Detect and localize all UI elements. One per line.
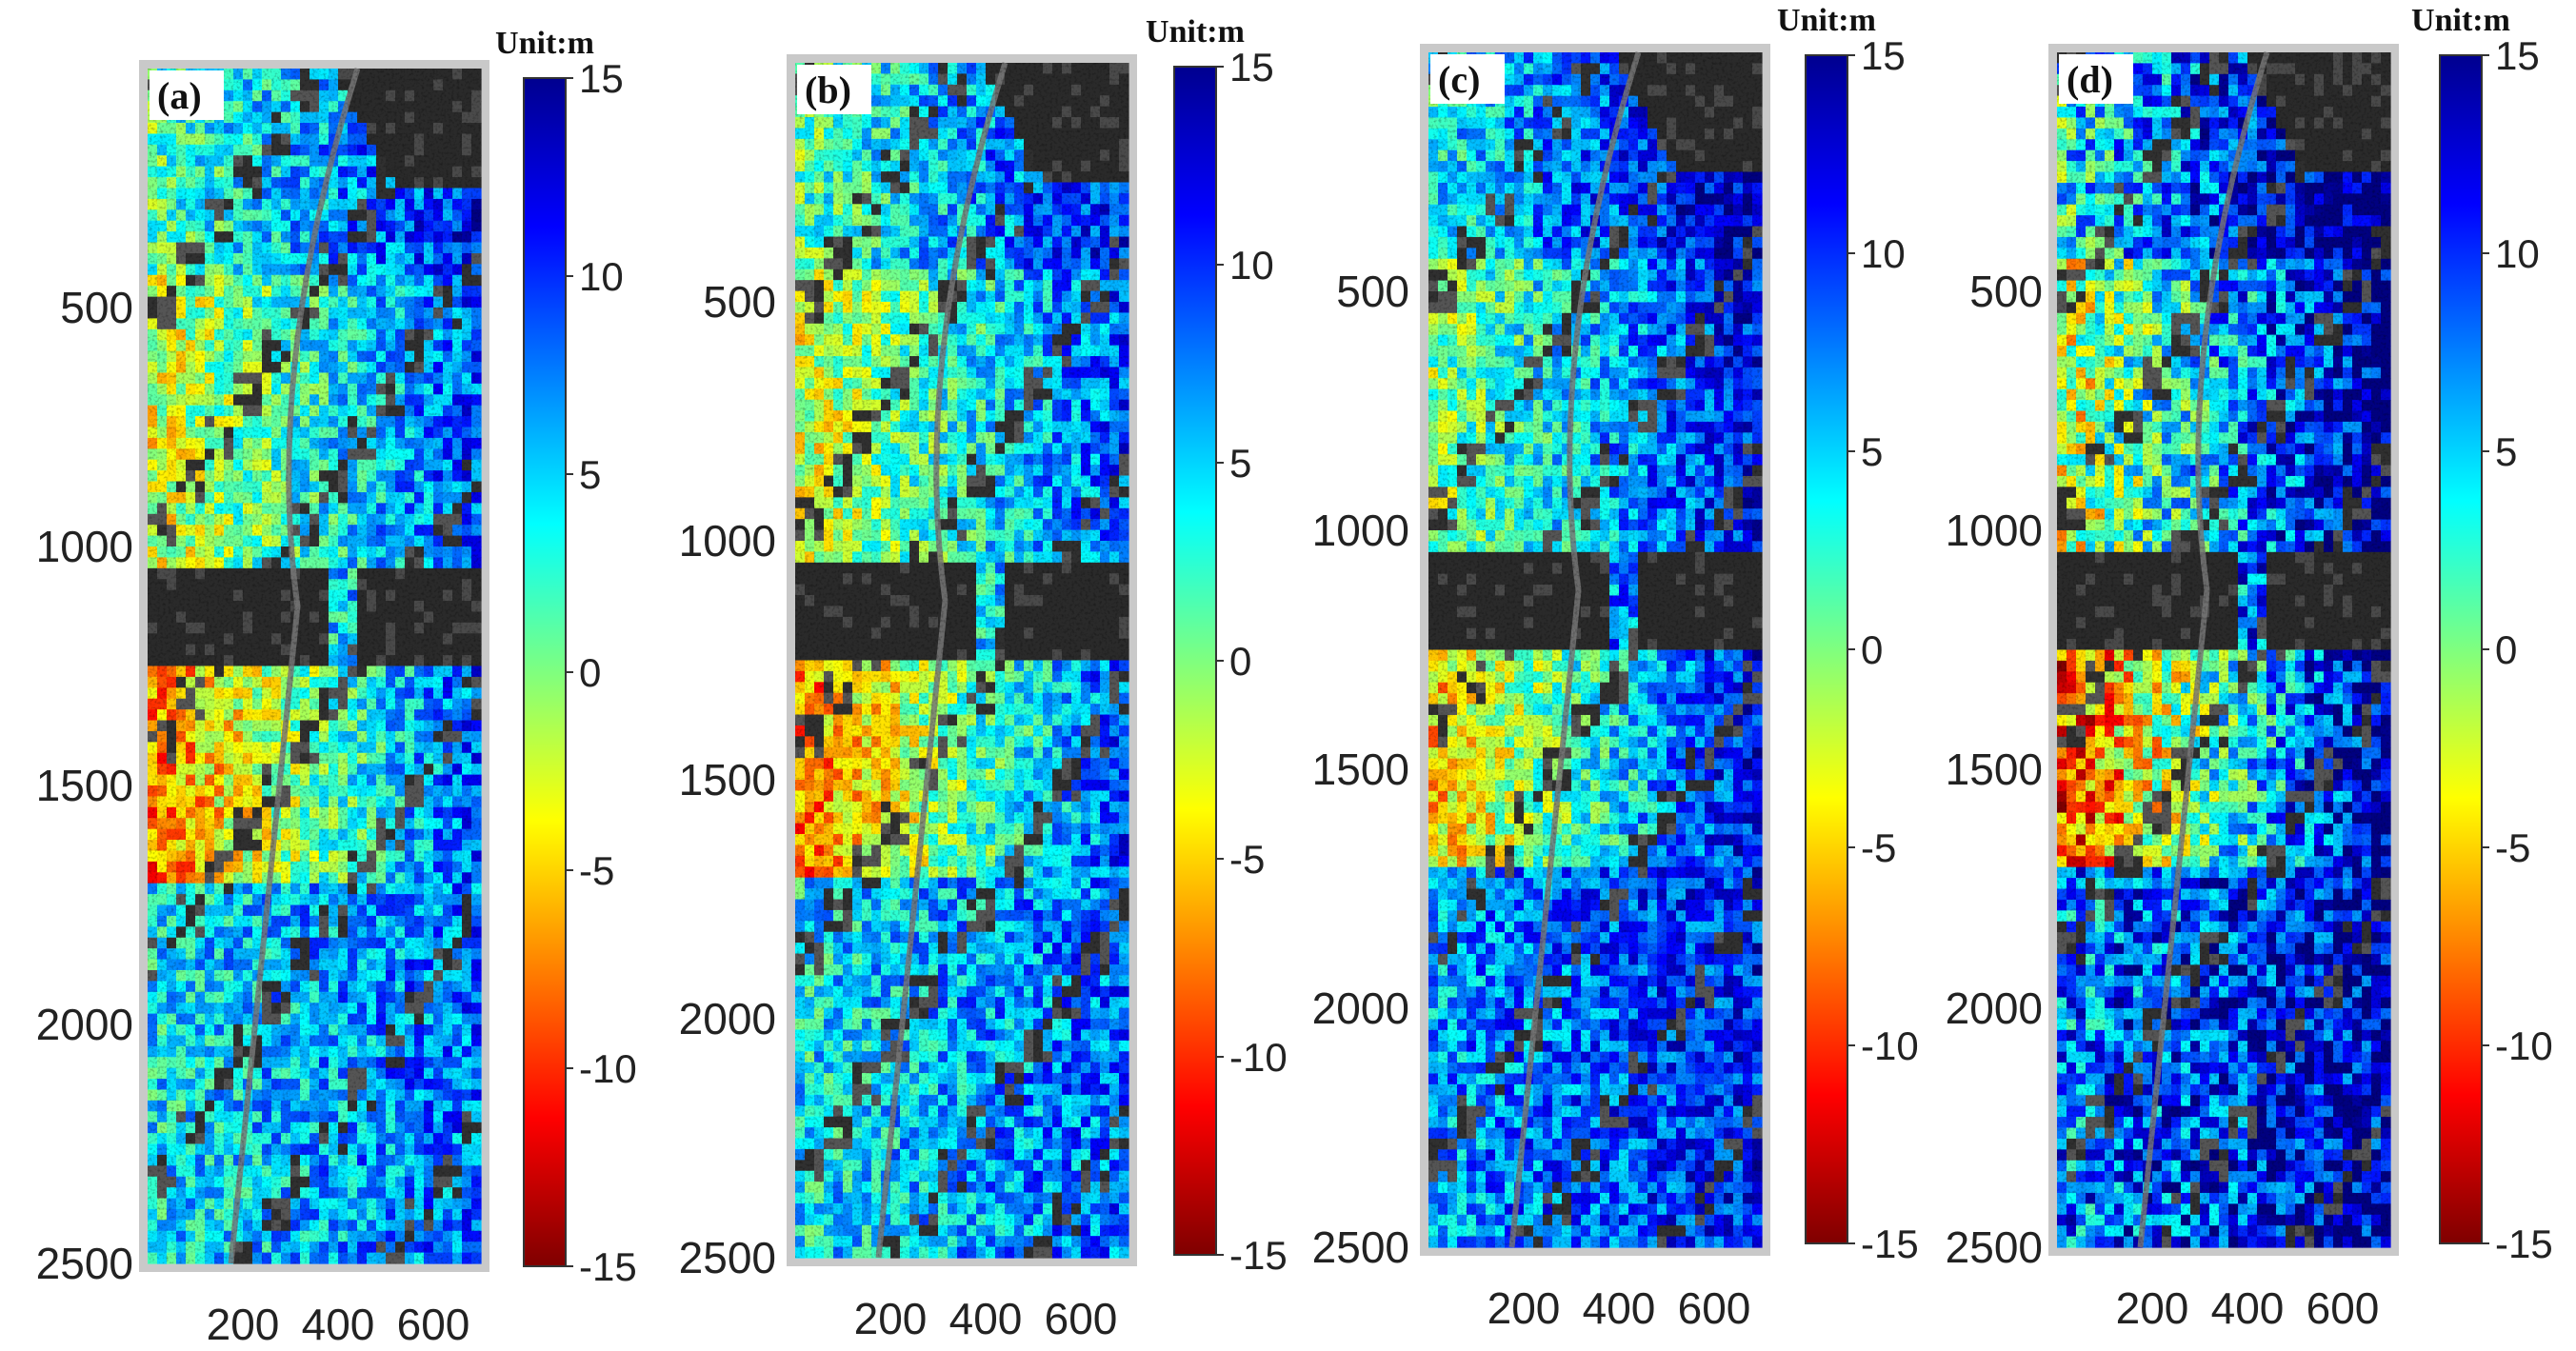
x-tick-label: 600 <box>1678 1283 1751 1333</box>
colorbar-tick-label: -10 <box>1229 1035 1288 1080</box>
y-tick-label: 2000 <box>36 1000 133 1049</box>
x-tick-label: 200 <box>2116 1283 2189 1333</box>
speckle-overlay <box>148 69 481 1263</box>
unit-label: Unit:m <box>2411 3 2510 38</box>
x-tick-label: 600 <box>397 1300 470 1349</box>
y-tick-label: 2000 <box>1312 983 1409 1033</box>
heatmap-image <box>1428 51 1763 1248</box>
colorbar-tick-label: -15 <box>579 1244 637 1289</box>
colorbar-tick-label: 0 <box>579 650 601 695</box>
x-tick-label: 400 <box>1583 1283 1656 1333</box>
y-tick-label: 1000 <box>1312 506 1409 555</box>
colorbar-tick-label: 5 <box>1861 429 1883 474</box>
unit-label: Unit:m <box>495 26 594 61</box>
colorbar-gradient <box>2439 54 2483 1244</box>
y-tick-label: 2000 <box>679 994 776 1043</box>
colorbar-tick-label: 5 <box>1229 441 1251 486</box>
colorbar-tick-label: -10 <box>2495 1023 2553 1068</box>
heatmap-image <box>2057 51 2391 1248</box>
colorbar-tick-label: 10 <box>1861 231 1906 276</box>
y-tick-label: 2000 <box>1946 983 2043 1033</box>
colorbar-tick-label: -5 <box>1229 837 1265 882</box>
x-tick-label: 200 <box>1488 1283 1561 1333</box>
heatmap-image <box>795 62 1129 1259</box>
colorbar-tick-label: -5 <box>2495 825 2530 870</box>
colorbar-tick-label: 5 <box>579 452 601 497</box>
x-tick-label: 400 <box>949 1294 1023 1343</box>
colorbar-tick-label: 0 <box>2495 627 2517 672</box>
colorbar-tick-label: -15 <box>1861 1222 1919 1266</box>
panel-c: (c) 500 1000 1500 2000 2500 200 400 600 Unit:m15 1… <box>1312 3 1919 1333</box>
panel-label: (c) <box>1438 58 1480 101</box>
colorbar-tick-label: 10 <box>579 254 624 299</box>
x-tick-label: 600 <box>1045 1294 1118 1343</box>
colorbar-gradient <box>523 77 567 1267</box>
colorbar-gradient <box>1805 54 1848 1244</box>
y-tick-label: 1500 <box>1946 745 2043 794</box>
y-tick-label: 1000 <box>36 522 133 571</box>
y-tick-label: 2500 <box>1946 1222 2043 1272</box>
speckle-overlay <box>2057 52 2390 1247</box>
colorbar: Unit:m15 10 5 0 -5 -10 -15 <box>495 26 637 1289</box>
panel-label-box <box>2059 54 2133 104</box>
y-tick-label: 500 <box>60 283 133 332</box>
x-tick-label: 400 <box>302 1300 375 1349</box>
colorbar-tick-label: 15 <box>1229 45 1274 89</box>
colorbar-tick-label: 15 <box>2495 33 2540 78</box>
y-tick-label: 2500 <box>1312 1222 1409 1272</box>
y-tick-label: 1500 <box>1312 745 1409 794</box>
colorbar-tick-label: -5 <box>579 848 614 893</box>
y-tick-label: 1500 <box>679 755 776 805</box>
panel-b: (b) 500 1000 1500 2000 2500 200 400 600 Unit:m15 1… <box>679 14 1288 1343</box>
x-tick-label: 200 <box>207 1300 280 1349</box>
colorbar-gradient <box>1173 66 1217 1256</box>
y-tick-label: 1500 <box>36 761 133 810</box>
panel-label-box <box>1430 54 1505 104</box>
colorbar-tick-label: 10 <box>2495 231 2540 276</box>
panel-a: (a) 500 1000 1500 2000 2500 200 400 600 Unit:m15 1… <box>36 26 637 1349</box>
y-tick-label: 2500 <box>36 1239 133 1288</box>
colorbar-tick-label: 10 <box>1229 243 1274 288</box>
panel-label: (a) <box>157 74 202 117</box>
colorbar: Unit:m15 10 5 0 -5 -10 -15 <box>1777 3 1919 1266</box>
y-tick-label: 500 <box>1969 267 2043 316</box>
colorbar-tick-label: 0 <box>1229 639 1251 684</box>
speckle-overlay <box>795 63 1128 1258</box>
panel-d: (d) 500 1000 1500 2000 2500 200 400 600 Unit:m15 1… <box>1946 3 2553 1333</box>
speckle-overlay <box>1428 52 1762 1247</box>
y-tick-label: 2500 <box>679 1233 776 1282</box>
colorbar-tick-label: 15 <box>1861 33 1906 78</box>
panel-label: (b) <box>805 69 851 111</box>
unit-label: Unit:m <box>1777 3 1876 38</box>
colorbar: Unit:m15 10 5 0 -5 -10 -15 <box>2411 3 2553 1266</box>
panel-label: (d) <box>2067 58 2113 101</box>
colorbar-tick-label: -5 <box>1861 825 1896 870</box>
y-tick-label: 1000 <box>679 516 776 566</box>
panel-label-box <box>797 65 871 114</box>
colorbar-tick-label: -10 <box>579 1046 637 1091</box>
colorbar-tick-label: 5 <box>2495 429 2517 474</box>
heatmap-image <box>148 68 482 1264</box>
y-tick-label: 1000 <box>1946 506 2043 555</box>
unit-label: Unit:m <box>1146 14 1245 50</box>
colorbar-tick-label: -10 <box>1861 1023 1919 1068</box>
colorbar-tick-label: -15 <box>1229 1233 1288 1278</box>
colorbar-tick-label: 0 <box>1861 627 1883 672</box>
colorbar-tick-label: 15 <box>579 56 624 101</box>
y-tick-label: 500 <box>703 277 776 327</box>
colorbar-tick-label: -15 <box>2495 1222 2553 1266</box>
colorbar: Unit:m15 10 5 0 -5 -10 -15 <box>1146 14 1288 1278</box>
x-tick-label: 600 <box>2306 1283 2380 1333</box>
y-tick-label: 500 <box>1336 267 1409 316</box>
panel-label-box <box>150 70 224 120</box>
x-tick-label: 200 <box>854 1294 928 1343</box>
x-tick-label: 400 <box>2211 1283 2285 1333</box>
